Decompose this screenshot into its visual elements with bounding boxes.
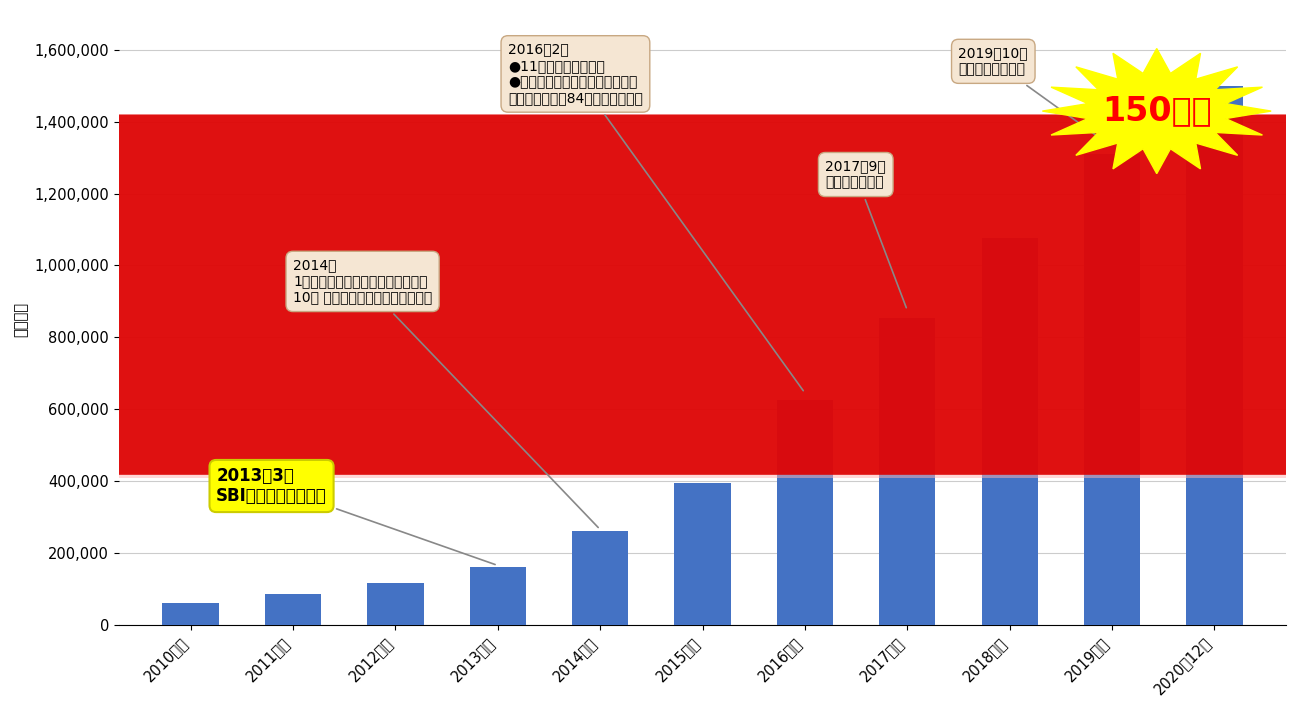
Bar: [879, 318, 936, 625]
Bar: [776, 400, 833, 625]
Bar: [675, 483, 731, 625]
Bar: [469, 567, 527, 625]
Bar: [162, 603, 218, 625]
Text: 2019年10月
地震補償保険発売: 2019年10月 地震補償保険発売: [958, 46, 1110, 145]
Polygon shape: [0, 114, 1300, 478]
Bar: [367, 584, 424, 625]
Text: 2013年3月
SBIグループの一員に: 2013年3月 SBIグループの一員に: [216, 466, 495, 565]
Bar: [1187, 86, 1243, 625]
Bar: [572, 531, 628, 625]
Bar: [265, 594, 321, 625]
Polygon shape: [0, 114, 1300, 474]
Text: 150万件: 150万件: [1102, 95, 1212, 127]
Bar: [1084, 154, 1140, 625]
Bar: [982, 238, 1037, 625]
Y-axis label: （件数）: （件数）: [14, 301, 29, 337]
Text: 2014年
1月　引受基準緩和型医療保険発売
10月 引受基準緩和型死亡保険発売: 2014年 1月 引受基準緩和型医療保険発売 10月 引受基準緩和型死亡保険発売: [292, 258, 598, 528]
Text: 2017年9月
ペット保険発売: 2017年9月 ペット保険発売: [826, 159, 906, 308]
Text: 2016年2月
●11疾病保障特約発売
●死亡・医療保険（緩和型含む）
　の加入年齢を84歳まで引き上げ: 2016年2月 ●11疾病保障特約発売 ●死亡・医療保険（緩和型含む） の加入年…: [508, 43, 803, 391]
